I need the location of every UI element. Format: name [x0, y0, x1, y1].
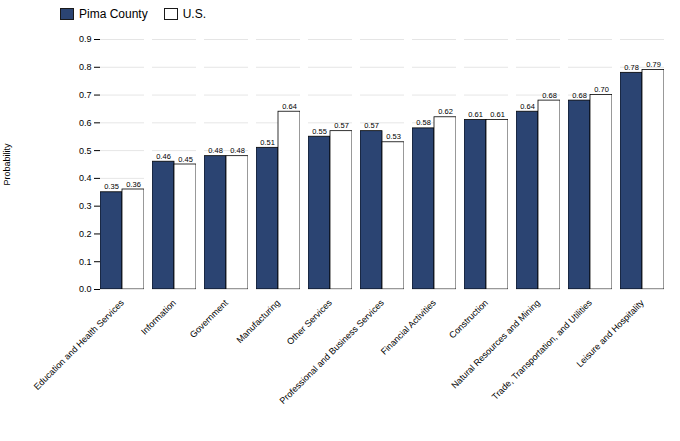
svg-text:0.58: 0.58 — [416, 118, 431, 127]
svg-text:0.51: 0.51 — [260, 138, 275, 147]
svg-text:0.64: 0.64 — [282, 102, 297, 111]
svg-text:0.2: 0.2 — [79, 229, 92, 239]
svg-text:0.57: 0.57 — [364, 121, 379, 130]
svg-text:0.45: 0.45 — [178, 155, 193, 164]
svg-text:Government: Government — [188, 297, 230, 339]
svg-text:Construction: Construction — [447, 298, 490, 341]
svg-text:Education and Health Services: Education and Health Services — [32, 297, 126, 391]
svg-text:0.1: 0.1 — [79, 257, 92, 267]
svg-text:0.55: 0.55 — [312, 127, 327, 136]
svg-text:Financial Activities: Financial Activities — [379, 297, 438, 356]
svg-text:0.70: 0.70 — [594, 85, 609, 94]
html-text:U.S.: U.S. — [182, 7, 206, 21]
svg-text:Manufacturing: Manufacturing — [235, 298, 282, 345]
svg-text:0.9: 0.9 — [79, 34, 92, 44]
svg-text:0.48: 0.48 — [230, 146, 245, 155]
svg-text:0.64: 0.64 — [520, 102, 535, 111]
svg-text:Other Services: Other Services — [285, 297, 335, 347]
svg-text:0.5: 0.5 — [79, 145, 92, 155]
svg-text:0.0: 0.0 — [79, 284, 92, 294]
svg-text:Leisure and Hospitality: Leisure and Hospitality — [574, 297, 646, 369]
html-text:Pima County: Pima County — [79, 7, 148, 21]
svg-text:0.48: 0.48 — [208, 146, 223, 155]
svg-text:0.35: 0.35 — [104, 182, 119, 191]
svg-text:Trade, Transportation, and Uti: Trade, Transportation, and Utilities — [490, 297, 594, 401]
svg-text:0.68: 0.68 — [572, 91, 587, 100]
svg-text:0.46: 0.46 — [156, 152, 171, 161]
svg-text:0.78: 0.78 — [624, 63, 639, 72]
svg-text:0.53: 0.53 — [386, 132, 401, 141]
svg-text:0.6: 0.6 — [79, 118, 92, 128]
svg-text:0.36: 0.36 — [126, 180, 141, 189]
svg-text:Natural Resources and Mining: Natural Resources and Mining — [449, 298, 542, 391]
svg-text:0.7: 0.7 — [79, 90, 92, 100]
svg-text:0.57: 0.57 — [334, 121, 349, 130]
svg-text:0.62: 0.62 — [438, 107, 453, 116]
svg-text:0.68: 0.68 — [542, 91, 557, 100]
svg-text:0.79: 0.79 — [646, 60, 661, 69]
svg-text:Probability: Probability — [2, 143, 12, 186]
svg-text:0.4: 0.4 — [79, 173, 92, 183]
svg-text:Professional and Business Serv: Professional and Business Services — [278, 297, 387, 406]
svg-text:0.8: 0.8 — [79, 62, 92, 72]
svg-text:0.3: 0.3 — [79, 201, 92, 211]
svg-text:Information: Information — [139, 298, 178, 337]
svg-text:0.61: 0.61 — [490, 110, 505, 119]
svg-text:0.61: 0.61 — [468, 110, 483, 119]
